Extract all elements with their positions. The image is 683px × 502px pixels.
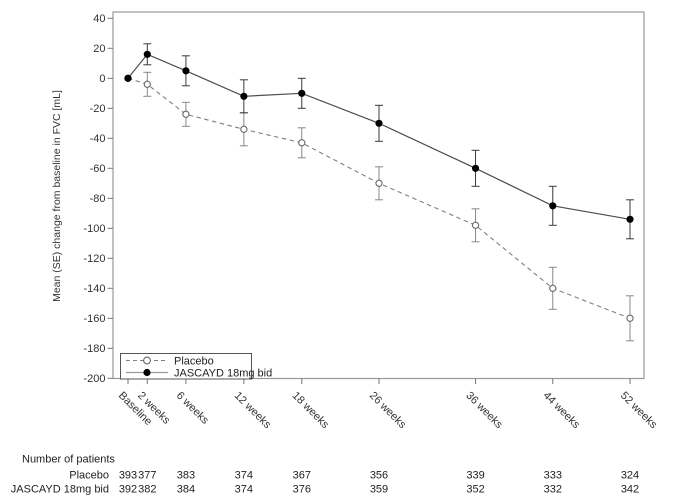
data-point-filled-circle (143, 50, 151, 58)
y-tick-label: 0 (99, 73, 105, 85)
data-point-open-circle (143, 80, 151, 88)
data-point-open-circle (549, 284, 557, 292)
y-tick-label: -200 (83, 373, 105, 385)
patients-row-label-placebo: Placebo (69, 470, 109, 482)
patient-count: 374 (235, 484, 253, 496)
y-axis-ticks: 40 20 0 -20 -40 -60 -80 -100 -120 -140 -160 -180 -20… (83, 13, 113, 385)
patient-count: 339 (466, 470, 484, 482)
y-tick-label: -140 (83, 283, 105, 295)
data-point-open-circle (375, 179, 383, 187)
data-point-open-circle (626, 314, 634, 322)
data-point-filled-circle (626, 215, 634, 223)
data-series (124, 43, 634, 342)
patient-count: 392 (119, 484, 137, 496)
patient-count: 324 (621, 470, 639, 482)
patient-count: 376 (293, 484, 311, 496)
patient-count: 382 (138, 484, 156, 496)
data-point-filled-circle (375, 119, 383, 127)
patients-counts: 393 377 383 374 367 356 339 333 324 392 382 384 374 3… (119, 470, 639, 496)
x-tick-label: 36 weeks (463, 390, 505, 432)
data-point-filled-circle (471, 164, 480, 172)
open-circle-icon (143, 356, 151, 365)
data-point-open-circle (182, 110, 190, 118)
legend-box (120, 353, 252, 380)
patient-count: 377 (138, 470, 156, 482)
legend-label-placebo: Placebo (174, 356, 214, 368)
y-tick-label: 40 (93, 13, 105, 25)
data-point-open-circle (471, 221, 480, 229)
x-tick-label: 12 weeks (232, 390, 274, 432)
y-tick-label: -40 (90, 133, 106, 145)
data-point-filled-circle (240, 92, 248, 100)
patient-count: 359 (370, 484, 388, 496)
data-point-filled-circle (549, 202, 557, 210)
patients-table: Number of patients Placebo JASCAYD 18mg … (11, 454, 639, 496)
data-point-filled-circle (182, 67, 190, 75)
x-tick-label: 26 weeks (367, 390, 409, 432)
y-tick-label: -80 (90, 193, 106, 205)
y-tick-label: -160 (83, 313, 105, 325)
patient-count: 333 (544, 470, 562, 482)
patient-count: 383 (177, 470, 195, 482)
patients-row-label-jascayd: JASCAYD 18mg bid (11, 484, 109, 496)
data-point-filled-circle (298, 89, 306, 97)
y-tick-label: 20 (93, 43, 105, 55)
patient-count: 356 (370, 470, 388, 482)
x-tick-label: 44 weeks (541, 390, 583, 432)
legend: Placebo JASCAYD 18mg bid (120, 353, 272, 380)
y-axis-title: Mean (SE) change from baseline in FVC [m… (51, 90, 63, 302)
patient-count: 332 (544, 484, 562, 496)
filled-circle-icon (143, 368, 151, 377)
data-point-filled-circle (124, 74, 132, 82)
y-tick-label: -100 (83, 223, 105, 235)
patients-table-title: Number of patients (22, 454, 115, 466)
legend-item-placebo: Placebo (126, 356, 214, 368)
patient-count: 367 (293, 470, 311, 482)
y-tick-label: -180 (83, 343, 105, 355)
y-tick-label: -20 (90, 103, 106, 115)
patient-count: 393 (119, 470, 137, 482)
patient-count: 384 (177, 484, 195, 496)
patient-count: 342 (621, 484, 639, 496)
data-point-open-circle (240, 125, 248, 133)
patient-count: 374 (235, 470, 253, 482)
x-tick-label: 6 weeks (174, 390, 211, 427)
data-point-open-circle (298, 139, 306, 147)
x-tick-label: 52 weeks (618, 390, 660, 432)
y-tick-label: -120 (83, 253, 105, 265)
legend-label-jascayd: JASCAYD 18mg bid (174, 368, 272, 380)
x-tick-label: 18 weeks (290, 390, 332, 432)
y-tick-label: -60 (90, 163, 106, 175)
patient-count: 352 (466, 484, 484, 496)
legend-item-jascayd: JASCAYD 18mg bid (126, 368, 272, 380)
